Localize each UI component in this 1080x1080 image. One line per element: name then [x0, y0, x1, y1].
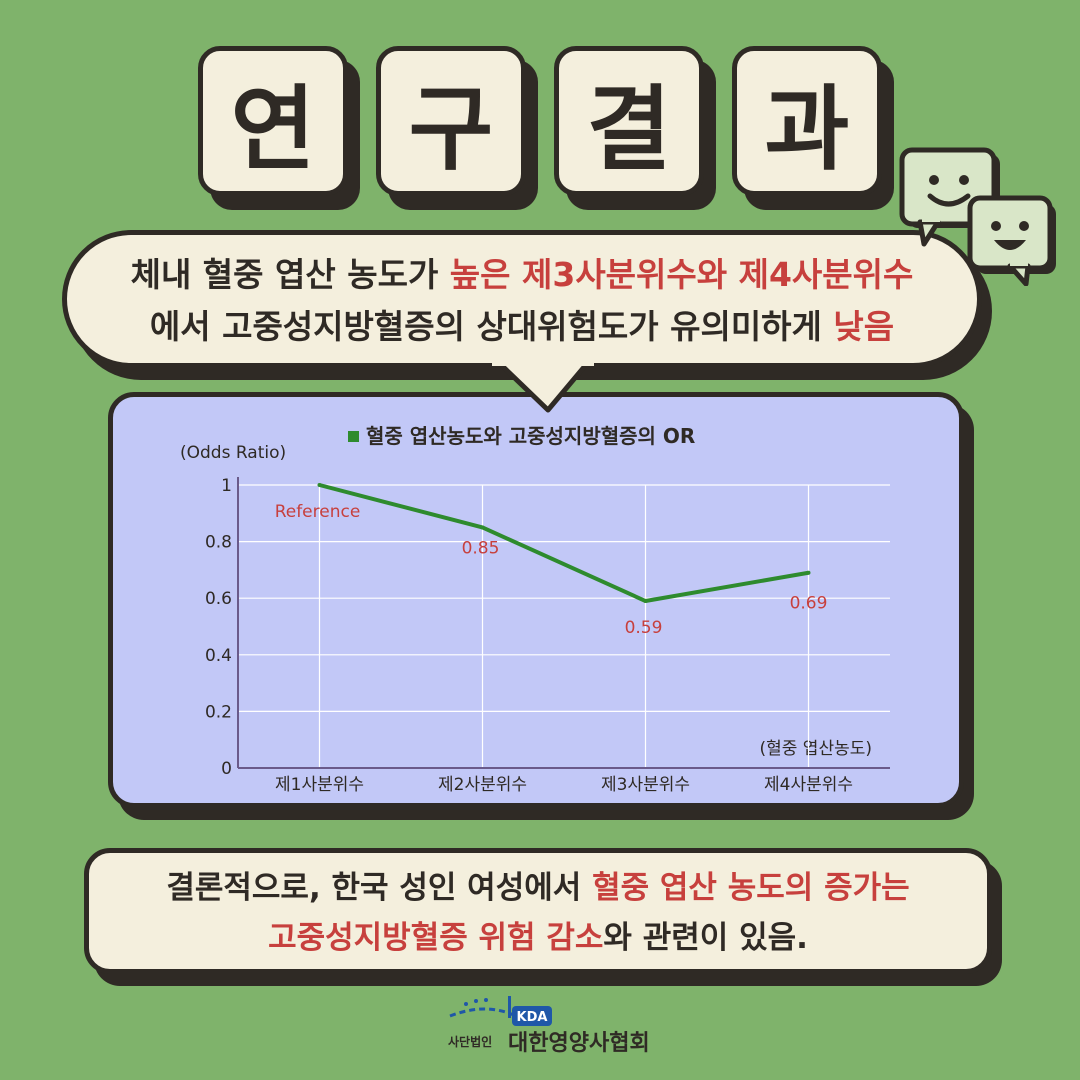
- grin-chat-icon: [967, 195, 1056, 286]
- kda-logo: KDA 사단법인 대한영양사협회: [448, 996, 650, 1056]
- conclusion-line-1-plain: 결론적으로, 한국 성인 여성에서: [166, 870, 593, 906]
- x-tick-label: 제3사분위수: [601, 775, 690, 795]
- summary-line-2-plain: 에서 고중성지방혈증의 상대위험도가 유의미하게: [149, 307, 834, 346]
- title-char-1: 연: [198, 46, 348, 196]
- y-tick-labels: 0 0.2 0.4 0.6 0.8 1: [205, 476, 232, 779]
- data-labels: Reference 0.85 0.59 0.69: [275, 502, 828, 638]
- legend-label: 혈중 엽산농도와 고중성지방혈증의 OR: [366, 424, 695, 448]
- data-label: Reference: [275, 502, 361, 522]
- title-char-3: 결: [554, 46, 704, 196]
- title-char-2: 구: [376, 46, 526, 196]
- legend-swatch: [348, 431, 359, 442]
- conclusion-text: 결론적으로, 한국 성인 여성에서 혈중 엽산 농도의 증가는 고중성지방혈증 …: [84, 850, 992, 976]
- chat-icons: [899, 147, 1056, 286]
- conclusion-line-2-highlight: 고중성지방혈증 위험 감소: [268, 920, 604, 956]
- data-point: [317, 483, 322, 487]
- x-tick-label: 제2사분위수: [438, 775, 527, 795]
- data-point: [643, 599, 648, 604]
- chart-legend: 혈중 엽산농도와 고중성지방혈증의 OR: [348, 424, 695, 448]
- y-tick-label: 0: [221, 759, 232, 779]
- chart-axes: [237, 477, 890, 769]
- conclusion-line-1: 결론적으로, 한국 성인 여성에서 혈중 엽산 농도의 증가는: [166, 863, 909, 913]
- x-tick-label: 제1사분위수: [275, 775, 364, 795]
- series-line: [318, 483, 809, 604]
- data-label: 0.69: [790, 594, 828, 614]
- y-axis-label: (Odds Ratio): [180, 443, 286, 463]
- title-char-4: 과: [732, 46, 882, 196]
- y-tick-label: 0.8: [205, 533, 232, 553]
- summary-text: 체내 혈중 엽산 농도가 높은 제3사분위수와 제4사분위수 에서 고중성지방혈…: [62, 232, 982, 370]
- summary-line-1: 체내 혈중 엽산 농도가 높은 제3사분위수와 제4사분위수: [131, 249, 914, 301]
- x-tick-labels: 제1사분위수 제2사분위수 제3사분위수 제4사분위수: [275, 775, 853, 795]
- summary-line-1-plain: 체내 혈중 엽산 농도가: [130, 255, 450, 294]
- logo-badge: KDA: [517, 1010, 548, 1025]
- summary-line-2-highlight: 낮음: [833, 307, 895, 346]
- conclusion-line-2-plain: 와 관련이 있음.: [603, 920, 808, 956]
- data-label: 0.59: [625, 618, 663, 638]
- x-axis-label: (혈중 엽산농도): [759, 739, 872, 759]
- x-tick-label: 제4사분위수: [764, 775, 853, 795]
- bubble-tail: [492, 360, 594, 413]
- data-point: [806, 570, 811, 575]
- summary-line-1-highlight: 높은 제3사분위수와 제4사분위수: [449, 255, 914, 294]
- kda-emblem-icon: [449, 996, 552, 1026]
- smiley-chat-icon: [899, 147, 1000, 247]
- y-tick-label: 0.6: [205, 589, 232, 609]
- conclusion-line-2: 고중성지방혈증 위험 감소와 관련이 있음.: [268, 913, 808, 963]
- summary-line-2: 에서 고중성지방혈증의 상대위험도가 유의미하게 낮음: [150, 301, 894, 353]
- data-point: [480, 525, 485, 530]
- conclusion-box: [84, 848, 992, 974]
- chart-grid: [238, 484, 890, 768]
- chart-series: [317, 483, 811, 604]
- data-label: 0.85: [462, 538, 500, 558]
- y-tick-label: 0.2: [205, 702, 232, 722]
- line-chart: 혈중 엽산농도와 고중성지방혈증의 OR (Odds Ratio) (혈중 엽산…: [180, 424, 890, 795]
- logo-prefix: 사단법인: [448, 1034, 492, 1049]
- conclusion-line-1-highlight: 혈중 엽산 농도의 증가는: [592, 870, 910, 906]
- y-tick-label: 0.4: [205, 646, 232, 666]
- y-tick-label: 1: [221, 476, 232, 496]
- title-row: 연 구 결 과: [198, 46, 884, 216]
- logo-name: 대한영양사협회: [508, 1031, 650, 1056]
